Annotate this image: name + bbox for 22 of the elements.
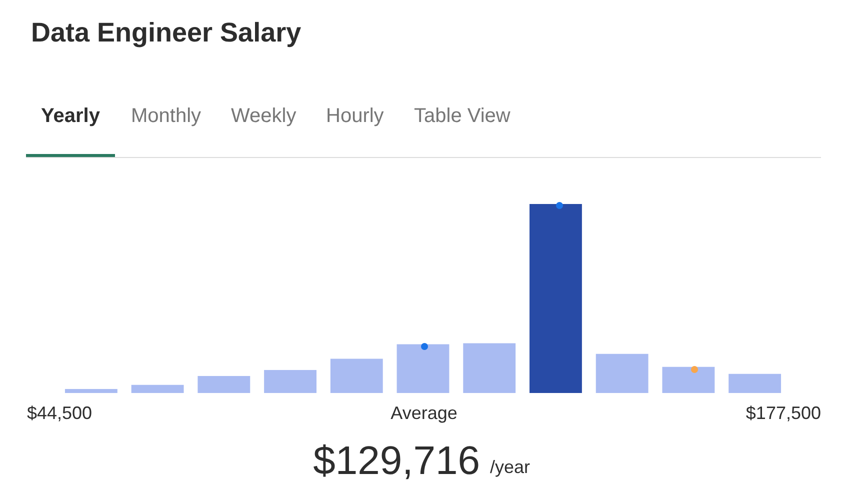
text: Weekly (231, 105, 296, 127)
text: $129,716 (313, 439, 480, 482)
text: $177,500 (746, 403, 821, 423)
text: Average (390, 403, 458, 423)
bar (198, 376, 250, 393)
bar (64, 389, 118, 393)
text: $44,500 (27, 403, 92, 423)
bar (662, 366, 715, 393)
bar (530, 204, 582, 393)
bar (396, 344, 450, 393)
bar (463, 343, 516, 393)
text: Yearly (41, 105, 101, 127)
bar (131, 384, 184, 393)
text: /year (490, 457, 530, 477)
chart-title: Data Engineer Salary (31, 18, 302, 48)
bar (596, 354, 648, 393)
text: Hourly (326, 105, 384, 127)
bar (728, 374, 782, 393)
bar (330, 358, 383, 393)
text: Table View (414, 105, 511, 127)
text: Monthly (131, 105, 202, 127)
bar (264, 370, 316, 393)
